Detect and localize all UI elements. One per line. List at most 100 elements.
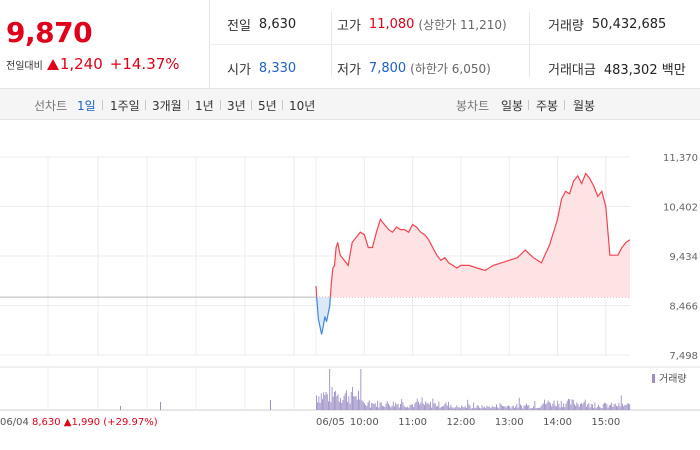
period-tab-1d[interactable]: 1일 <box>77 99 96 113</box>
volume-bar <box>545 404 547 410</box>
volume-bar <box>368 400 370 410</box>
volume-bar <box>608 405 610 410</box>
volume-bar <box>374 403 376 410</box>
volume-bar <box>544 399 545 410</box>
volume-bar <box>565 403 567 410</box>
stat-limit: (하한가 6,050) <box>410 62 491 76</box>
volume-bar <box>568 398 569 410</box>
volume-bar <box>386 401 388 410</box>
period-separator <box>188 100 189 110</box>
change-amount: 1,240 <box>59 55 103 73</box>
volume-bar <box>558 403 560 410</box>
volume-bar <box>505 407 507 410</box>
period-tab-5y[interactable]: 5년 <box>258 99 277 113</box>
volume-bar <box>448 401 449 410</box>
volume-bar <box>494 407 496 410</box>
volume-bar <box>617 406 619 410</box>
volume-bar <box>316 395 317 410</box>
period-tab-1y[interactable]: 1년 <box>195 99 214 113</box>
y-tick-label: 8,466 <box>669 302 698 313</box>
volume-bar <box>593 408 595 410</box>
volume-bar <box>623 406 625 410</box>
intraday-price-chart[interactable]: 11,370 10,402 9,434 8,466 7,498 06/04 8,630 … <box>0 120 700 450</box>
volume-bar <box>356 399 358 410</box>
volume-bar <box>512 405 514 410</box>
volume-bar <box>361 400 363 410</box>
period-separator <box>220 100 221 110</box>
volume-bar <box>606 404 608 410</box>
stat-low: 저가 7,800 (하한가 6,050) <box>337 59 491 78</box>
period-tab-3m[interactable]: 3개월 <box>152 99 182 113</box>
period-tab-1w[interactable]: 1주일 <box>110 99 140 113</box>
volume-bar <box>383 406 385 410</box>
volume-bar <box>424 405 425 410</box>
candle-chart-label: 봉차트 <box>456 99 490 113</box>
volume-bar <box>497 407 499 410</box>
chart-grid <box>0 156 630 356</box>
candle-tab-weekly[interactable]: 주봉 <box>536 99 559 113</box>
volume-bar <box>409 405 411 410</box>
volume-bar <box>346 390 347 410</box>
period-separator <box>102 100 103 110</box>
volume-bar <box>370 407 371 410</box>
volume-bar <box>468 404 470 410</box>
volume-bar <box>559 407 561 410</box>
volume-bar <box>402 402 404 410</box>
volume-bar <box>323 392 325 410</box>
volume-bar <box>616 406 617 410</box>
volume-bar <box>360 369 362 410</box>
volume-bar <box>434 403 436 410</box>
period-tab-10y[interactable]: 10년 <box>289 99 316 113</box>
line-chart-label: 선차트 <box>34 99 68 113</box>
volume-bar <box>499 403 501 410</box>
stat-value: 483,302 백만 <box>603 63 686 78</box>
period-separator <box>282 100 283 110</box>
volume-bar <box>334 392 335 410</box>
volume-bar <box>599 406 601 410</box>
volume-bar <box>487 406 489 410</box>
volume-bar <box>577 404 579 410</box>
volume-bar <box>506 405 508 410</box>
volume-bar <box>352 386 353 410</box>
volume-bar <box>320 393 322 410</box>
volume-bar <box>582 404 584 410</box>
volume-bar <box>414 403 416 410</box>
volume-bar <box>364 403 365 410</box>
volume-bar <box>358 390 359 410</box>
price-area <box>0 172 631 335</box>
volume-bar <box>541 404 543 410</box>
volume-bar <box>542 403 544 410</box>
volume-bar <box>350 391 352 410</box>
period-tab-3y[interactable]: 3년 <box>227 99 246 113</box>
stat-label: 저가 <box>337 63 361 78</box>
chart-period-bar: 선차트 1일 1주일 3개월 1년 3년 5년 10년 봉차트 일봉 주봉 월봉 <box>0 89 700 120</box>
volume-bar <box>378 407 380 410</box>
volume-bar <box>391 405 393 410</box>
volume-bar <box>446 405 448 410</box>
volume-bar <box>362 401 364 410</box>
volume-bar <box>444 403 446 410</box>
volume-bar <box>520 404 521 410</box>
up-triangle-icon <box>46 58 59 70</box>
volume-bar <box>534 401 536 410</box>
volume-bar <box>416 398 418 410</box>
volume-bar <box>160 402 161 410</box>
candle-tab-daily[interactable]: 일봉 <box>501 99 524 113</box>
volume-bar <box>481 405 483 410</box>
volume-bar <box>430 401 431 410</box>
volume-bar <box>524 405 526 410</box>
stat-volume: 거래량 50,432,685 <box>548 15 666 34</box>
volume-bar <box>442 406 443 410</box>
volume-bar <box>462 406 464 410</box>
volume-bar <box>120 406 121 410</box>
volume-bar <box>595 408 597 410</box>
volume-bar <box>502 405 503 410</box>
volume-bar <box>343 395 345 410</box>
volume-bar <box>372 403 374 410</box>
volume-bar <box>498 408 500 410</box>
volume-bar <box>547 400 549 410</box>
volume-bar <box>319 403 321 410</box>
volume-bar <box>500 404 502 410</box>
candle-tab-monthly[interactable]: 월봉 <box>573 99 596 113</box>
volume-bar <box>318 396 320 410</box>
